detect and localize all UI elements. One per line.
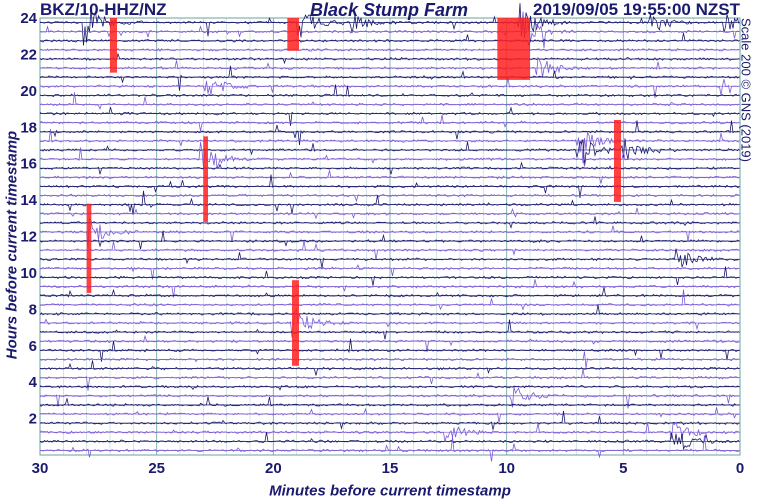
- x-tick-label: 25: [148, 460, 165, 477]
- x-tick-label: 0: [736, 460, 744, 477]
- y-tick-label: 24: [20, 10, 37, 27]
- x-tick-label: 10: [498, 460, 515, 477]
- seismic-trace: [39, 334, 740, 353]
- seismic-trace: [39, 432, 740, 451]
- seismic-trace: [40, 248, 740, 269]
- seismic-trace: [39, 351, 740, 369]
- seismic-trace: [39, 230, 740, 250]
- seismic-trace: [40, 360, 740, 376]
- seismic-trace: [39, 421, 740, 442]
- seismic-trace: [39, 385, 740, 391]
- seismic-trace: [39, 369, 740, 391]
- seismic-trace: [39, 435, 740, 462]
- seismic-trace: [39, 174, 740, 199]
- seismic-trace: [39, 92, 740, 110]
- seismic-trace: [39, 386, 739, 409]
- seismic-trace: [39, 319, 740, 340]
- y-tick-label: 2: [29, 411, 37, 428]
- seismic-trace: [39, 266, 740, 286]
- seismic-trace: [39, 106, 740, 126]
- event-marker: [287, 18, 299, 51]
- seismic-trace: [39, 65, 740, 91]
- grid-layer: [39, 17, 741, 456]
- event-marker: [110, 18, 117, 73]
- x-tick-label: 30: [32, 460, 49, 477]
- seismic-trace: [39, 3, 740, 46]
- seismic-trace: [39, 217, 740, 249]
- seismic-trace: [39, 396, 740, 407]
- seismic-trace: [39, 138, 740, 167]
- seismic-trace: [39, 289, 740, 311]
- y-tick-label: 22: [20, 46, 37, 63]
- event-marker: [203, 136, 208, 222]
- seismic-trace: [39, 120, 740, 146]
- seismic-trace: [39, 240, 740, 260]
- event-marker-layer: [86, 18, 621, 366]
- y-tick-label: 14: [20, 192, 37, 209]
- y-tick-label: 8: [29, 301, 37, 318]
- seismic-trace: [39, 47, 740, 52]
- seismic-trace: [39, 56, 740, 78]
- event-marker: [292, 280, 299, 366]
- y-tick-label: 20: [20, 83, 37, 100]
- y-tick-label: 18: [20, 119, 37, 136]
- seismic-trace: [39, 114, 740, 132]
- seismic-trace: [40, 190, 740, 215]
- seismic-trace: [39, 307, 740, 338]
- seismic-trace: [39, 11, 740, 49]
- seismic-trace: [39, 216, 740, 229]
- seismic-trace: [39, 77, 740, 99]
- seismic-trace: [39, 338, 740, 362]
- seismic-trace: [39, 407, 740, 423]
- seismic-trace: [39, 304, 740, 316]
- event-marker: [86, 203, 92, 293]
- y-axis-label: Hours before current timestamp: [3, 130, 21, 360]
- seismic-trace: [39, 287, 740, 298]
- x-tick-label: 15: [382, 460, 399, 477]
- seismic-trace: [39, 33, 740, 47]
- x-tick-label: 5: [619, 460, 627, 477]
- seismic-trace: [39, 129, 740, 164]
- x-axis-label: Minutes before current timestamp: [269, 482, 511, 500]
- seismic-trace: [39, 193, 740, 203]
- event-marker: [497, 18, 530, 80]
- trace-layer: [39, 3, 740, 462]
- site-name: Black Stump Farm: [310, 0, 469, 20]
- seismic-trace: [39, 207, 740, 220]
- seismic-trace: [39, 161, 740, 175]
- station-code: BKZ/10-HHZ/NZ: [40, 0, 167, 19]
- seismic-trace: [39, 410, 740, 430]
- event-marker: [614, 119, 621, 202]
- seismic-trace: [39, 52, 740, 65]
- seismic-trace: [39, 84, 740, 98]
- y-tick-label: 10: [20, 265, 37, 282]
- seismic-trace: [39, 279, 740, 298]
- y-tick-label: 6: [29, 338, 37, 355]
- seismic-trace: [39, 142, 740, 168]
- y-tick-label: 12: [20, 229, 37, 246]
- y-tick-label: 16: [20, 156, 37, 173]
- scale-credit: Scale 200 © GNS (2019): [738, 18, 754, 162]
- current-timestamp: 2019/09/05 19:55:00 NZST: [533, 0, 740, 19]
- x-tick-label: 20: [265, 460, 282, 477]
- y-tick-label: 4: [29, 374, 38, 391]
- seismic-trace: [39, 170, 740, 184]
- seismic-trace: [39, 264, 740, 280]
